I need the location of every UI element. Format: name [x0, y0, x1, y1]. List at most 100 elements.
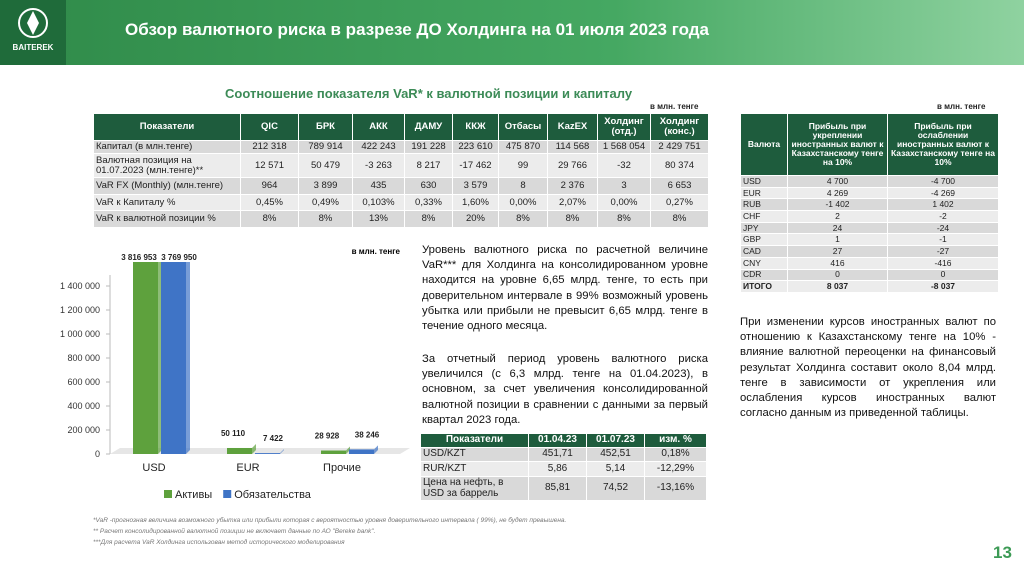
x-tick-label: EUR [236, 462, 259, 474]
rate-table: Показатели 01.04.23 01.07.23 изм. % USD/KZT 4… [420, 433, 707, 501]
main-table: Показатели QIC БРК АКК ДАМУ ККЖ Отбасы KazEX Хол… [93, 113, 709, 228]
table-cell: Показатели [93, 113, 241, 141]
legend-swatch [223, 490, 232, 498]
table-row: CHF 2 -2 [740, 210, 999, 223]
table-cell: 8% [404, 210, 453, 228]
data-label: 7 422 [263, 434, 284, 443]
footnote: ***Для расчета VaR Холдинга использован … [93, 539, 345, 546]
table-cell: -12,29% [644, 461, 707, 477]
table-cell: 0,27% [650, 194, 709, 211]
footnote: *VaR -прогнозная величина возможного убы… [93, 517, 567, 524]
table-cell: 451,71 [528, 447, 587, 462]
table-cell: 01.07.23 [586, 433, 645, 448]
table-cell: RUB [740, 198, 788, 212]
table-row: EUR 4 269 -4 269 [740, 186, 999, 200]
table-cell: 1 568 054 [597, 140, 651, 154]
bar [321, 450, 346, 454]
table-cell: CHF [740, 210, 788, 223]
table-row: VaR к валютной позиции % 8% 8% 13% 8% 20% 8% 8%… [93, 210, 709, 228]
x-tick-label: USD [142, 462, 165, 474]
table-row: USD 4 700 -4 700 [740, 175, 999, 188]
bar [133, 262, 158, 455]
table-cell: 1 402 [887, 198, 999, 212]
table-row: GBP 1 -1 [740, 233, 999, 247]
table-cell: Показатели [420, 433, 529, 448]
y-tick-label: 0 [95, 449, 100, 459]
table-cell: -1 402 [787, 198, 888, 212]
logo-icon [18, 8, 48, 38]
table-cell: JPY [740, 221, 788, 235]
page-number: 13 [993, 543, 1012, 562]
table-cell: АКК [352, 113, 405, 141]
data-label: 50 110 [221, 429, 246, 438]
table-cell: 114 568 [547, 140, 598, 154]
bars [133, 262, 378, 455]
table-cell: USD [740, 175, 788, 188]
chart-annotation: в млн. тенге [352, 247, 401, 256]
table-cell: Прибыль при ослаблении иностранных валют… [887, 113, 999, 176]
table-cell: 630 [404, 177, 453, 195]
table-cell: 3 579 [452, 177, 499, 195]
bar [161, 262, 186, 455]
legend-label: Обязательства [234, 489, 312, 501]
table-cell: -13,16% [644, 476, 707, 501]
table-cell: 80 374 [650, 153, 709, 178]
table-cell: GBP [740, 233, 788, 247]
y-tick-label: 400 000 [67, 401, 100, 411]
data-label: 28 928 [315, 432, 340, 441]
table-row: CNY 416 -416 [740, 256, 999, 270]
data-label: 3 769 950 [161, 253, 197, 262]
data-label: 3 816 953 [121, 253, 157, 262]
subtitle: Соотношение показателя VaR* к валютной п… [225, 86, 633, 101]
table-row: Валютная позиция на 01.07.2023 (млн.тенг… [93, 153, 709, 178]
table-cell: EUR [740, 186, 788, 200]
table-cell: Цена на нефть, в USD за баррель [420, 476, 529, 501]
table-cell: изм. % [644, 433, 707, 448]
table-cell: 20% [452, 210, 499, 228]
table-cell: -24 [887, 221, 999, 235]
table-cell: 8 037 [787, 280, 888, 293]
table-cell: 8% [298, 210, 353, 228]
table-cell: 4 269 [787, 186, 888, 200]
table-cell: 24 [787, 221, 888, 235]
table-cell: -4 269 [887, 186, 999, 200]
bar-side [280, 449, 284, 454]
bar [227, 447, 252, 454]
unit-note: в млн. тенге [937, 102, 986, 111]
table-cell: 8% [240, 210, 299, 228]
table-cell: 85,81 [528, 476, 587, 501]
y-tick-label: 1 000 000 [60, 329, 100, 339]
paragraph: Уровень валютного риска по расчетной вел… [422, 244, 708, 333]
title: Обзор валютного риска в разрезе ДО Холди… [125, 20, 709, 39]
table-cell: -2 [887, 210, 999, 223]
table-cell: 5,86 [528, 461, 587, 477]
table-cell: 1,60% [452, 194, 499, 211]
table-cell: CNY [740, 256, 788, 270]
legend-swatch [164, 490, 172, 498]
table-cell: 8% [597, 210, 651, 228]
table-cell: -1 [887, 233, 999, 247]
table-cell: 2 429 751 [650, 140, 709, 154]
table-cell: 435 [352, 177, 405, 195]
unit-note: в млн. тенге [650, 102, 699, 111]
data-label: 38 246 [355, 430, 380, 439]
table-cell: ДАМУ [404, 113, 453, 141]
logo-text: BAITEREK [12, 43, 54, 52]
table-cell: ККЖ [452, 113, 499, 141]
table-cell: VaR к валютной позиции % [93, 210, 241, 228]
logo: BAITEREK [0, 0, 66, 65]
header-band [0, 0, 1024, 65]
table-cell: 01.04.23 [528, 433, 587, 448]
table-cell: -3 263 [352, 153, 405, 178]
table-cell: -32 [597, 153, 651, 178]
table-cell: 191 228 [404, 140, 453, 154]
y-tick-label: 1 400 000 [60, 281, 100, 291]
note: При изменении курсов иностранных валют п… [740, 316, 996, 420]
table-cell: 50 479 [298, 153, 353, 178]
table-cell: 13% [352, 210, 405, 228]
table-cell: 1 [787, 233, 888, 247]
table-row: JPY 24 -24 [740, 221, 999, 235]
table-cell: 0,00% [498, 194, 548, 211]
